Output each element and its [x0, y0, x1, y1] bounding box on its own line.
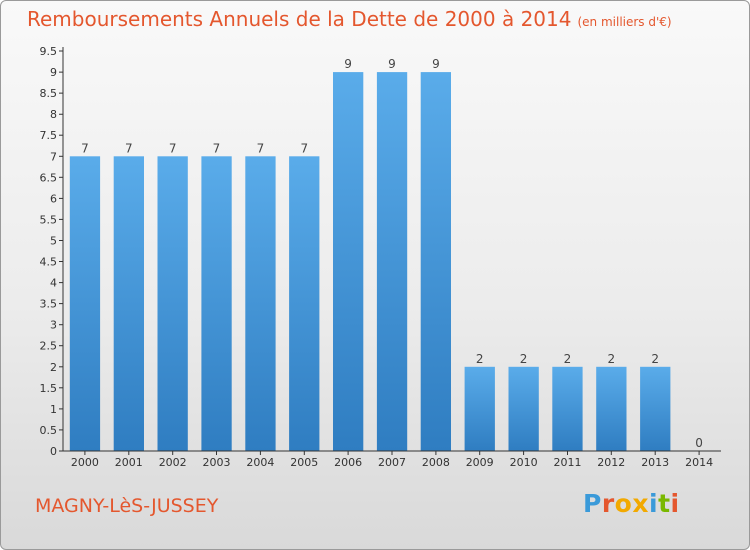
- data-label-2010: 2: [520, 352, 528, 366]
- bar-2003: [201, 156, 232, 452]
- logo-letter: x: [632, 489, 649, 518]
- x-tick-label: 2003: [203, 456, 231, 469]
- y-tick-label: 1: [50, 403, 57, 416]
- logo-letter: i: [670, 489, 680, 518]
- y-tick-label: 6.5: [40, 171, 58, 184]
- data-label-2011: 2: [564, 352, 572, 366]
- x-tick-label: 2002: [159, 456, 187, 469]
- x-tick-label: 2010: [510, 456, 538, 469]
- y-tick-label: 3.5: [40, 298, 58, 311]
- chart-title: Remboursements Annuels de la Dette de 20…: [27, 7, 672, 31]
- y-tick-label: 6: [50, 192, 57, 205]
- data-label-2009: 2: [476, 352, 484, 366]
- x-tick-label: 2001: [115, 456, 143, 469]
- data-label-2014: 0: [695, 436, 703, 450]
- data-label-2013: 2: [651, 352, 659, 366]
- bar-2007: [376, 72, 408, 451]
- data-label-2008: 9: [432, 57, 440, 71]
- proxiti-logo: Proxiti: [583, 489, 680, 518]
- data-label-2001: 7: [125, 141, 133, 155]
- x-tick-label: 2014: [685, 456, 713, 469]
- y-tick-label: 7: [50, 150, 57, 163]
- y-tick-label: 8.5: [40, 87, 58, 100]
- bars-group: [69, 72, 671, 452]
- x-tick-label: 2012: [597, 456, 625, 469]
- logo-letter: o: [614, 489, 633, 518]
- y-tick-label: 2.5: [40, 340, 58, 353]
- data-label-2004: 7: [257, 141, 265, 155]
- y-tick-label: 9.5: [40, 45, 58, 58]
- bar-2009: [464, 366, 495, 451]
- axes-group: 2000 2001 2002 2003 2004 2005 2006 2007 2008 2009…: [40, 45, 721, 469]
- y-tick-label: 7.5: [40, 129, 58, 142]
- bar-2008: [420, 72, 451, 451]
- data-label-2002: 7: [169, 141, 177, 155]
- y-tick-label: 5: [50, 235, 57, 248]
- chart-unit-note: (en milliers d'€): [577, 15, 672, 29]
- data-label-2012: 2: [607, 352, 615, 366]
- bar-2000: [69, 156, 101, 452]
- bar-2005: [289, 156, 320, 452]
- data-label-2007: 9: [388, 57, 396, 71]
- logo-letter: i: [649, 489, 659, 518]
- bar-2002: [157, 156, 188, 452]
- x-tick-label: 2006: [334, 456, 362, 469]
- bar-2012: [596, 366, 627, 451]
- y-tick-label: 1.5: [40, 382, 58, 395]
- y-tick-label: 5.5: [40, 213, 58, 226]
- logo-letter: t: [658, 489, 671, 518]
- data-label-2000: 7: [81, 141, 89, 155]
- labels-group: 7 7 7 7 7 7 9 9 9 2 2 2 2 2 0: [81, 57, 703, 450]
- bar-2013: [640, 366, 671, 451]
- x-tick-label: 2009: [466, 456, 494, 469]
- y-tick-label: 2: [50, 361, 57, 374]
- bar-2004: [245, 156, 276, 452]
- chart-title-text: Remboursements Annuels de la Dette de 20…: [27, 7, 572, 31]
- y-tick-label: 4: [50, 277, 57, 290]
- x-tick-label: 2007: [378, 456, 406, 469]
- bar-2011: [552, 366, 583, 451]
- y-tick-label: 0.5: [40, 424, 58, 437]
- y-tick-label: 3: [50, 319, 57, 332]
- x-tick-label: 2005: [290, 456, 318, 469]
- logo-letter: r: [601, 489, 615, 518]
- logo-letter: P: [583, 489, 602, 518]
- x-tick-label: 2000: [71, 456, 99, 469]
- x-tick-label: 2008: [422, 456, 450, 469]
- x-tick-label: 2011: [554, 456, 582, 469]
- data-label-2005: 7: [300, 141, 308, 155]
- y-tick-label: 9: [50, 66, 57, 79]
- y-tick-label: 8: [50, 108, 57, 121]
- y-tick-label: 0: [50, 445, 57, 458]
- bar-2010: [508, 366, 539, 451]
- y-tick-label: 4.5: [40, 256, 58, 269]
- bar-2001: [113, 156, 144, 452]
- bar-2006: [333, 72, 364, 451]
- data-label-2006: 9: [344, 57, 352, 71]
- x-tick-label: 2004: [246, 456, 274, 469]
- x-tick-label: 2013: [641, 456, 669, 469]
- data-label-2003: 7: [213, 141, 221, 155]
- commune-name: MAGNY-LèS-JUSSEY: [35, 495, 219, 517]
